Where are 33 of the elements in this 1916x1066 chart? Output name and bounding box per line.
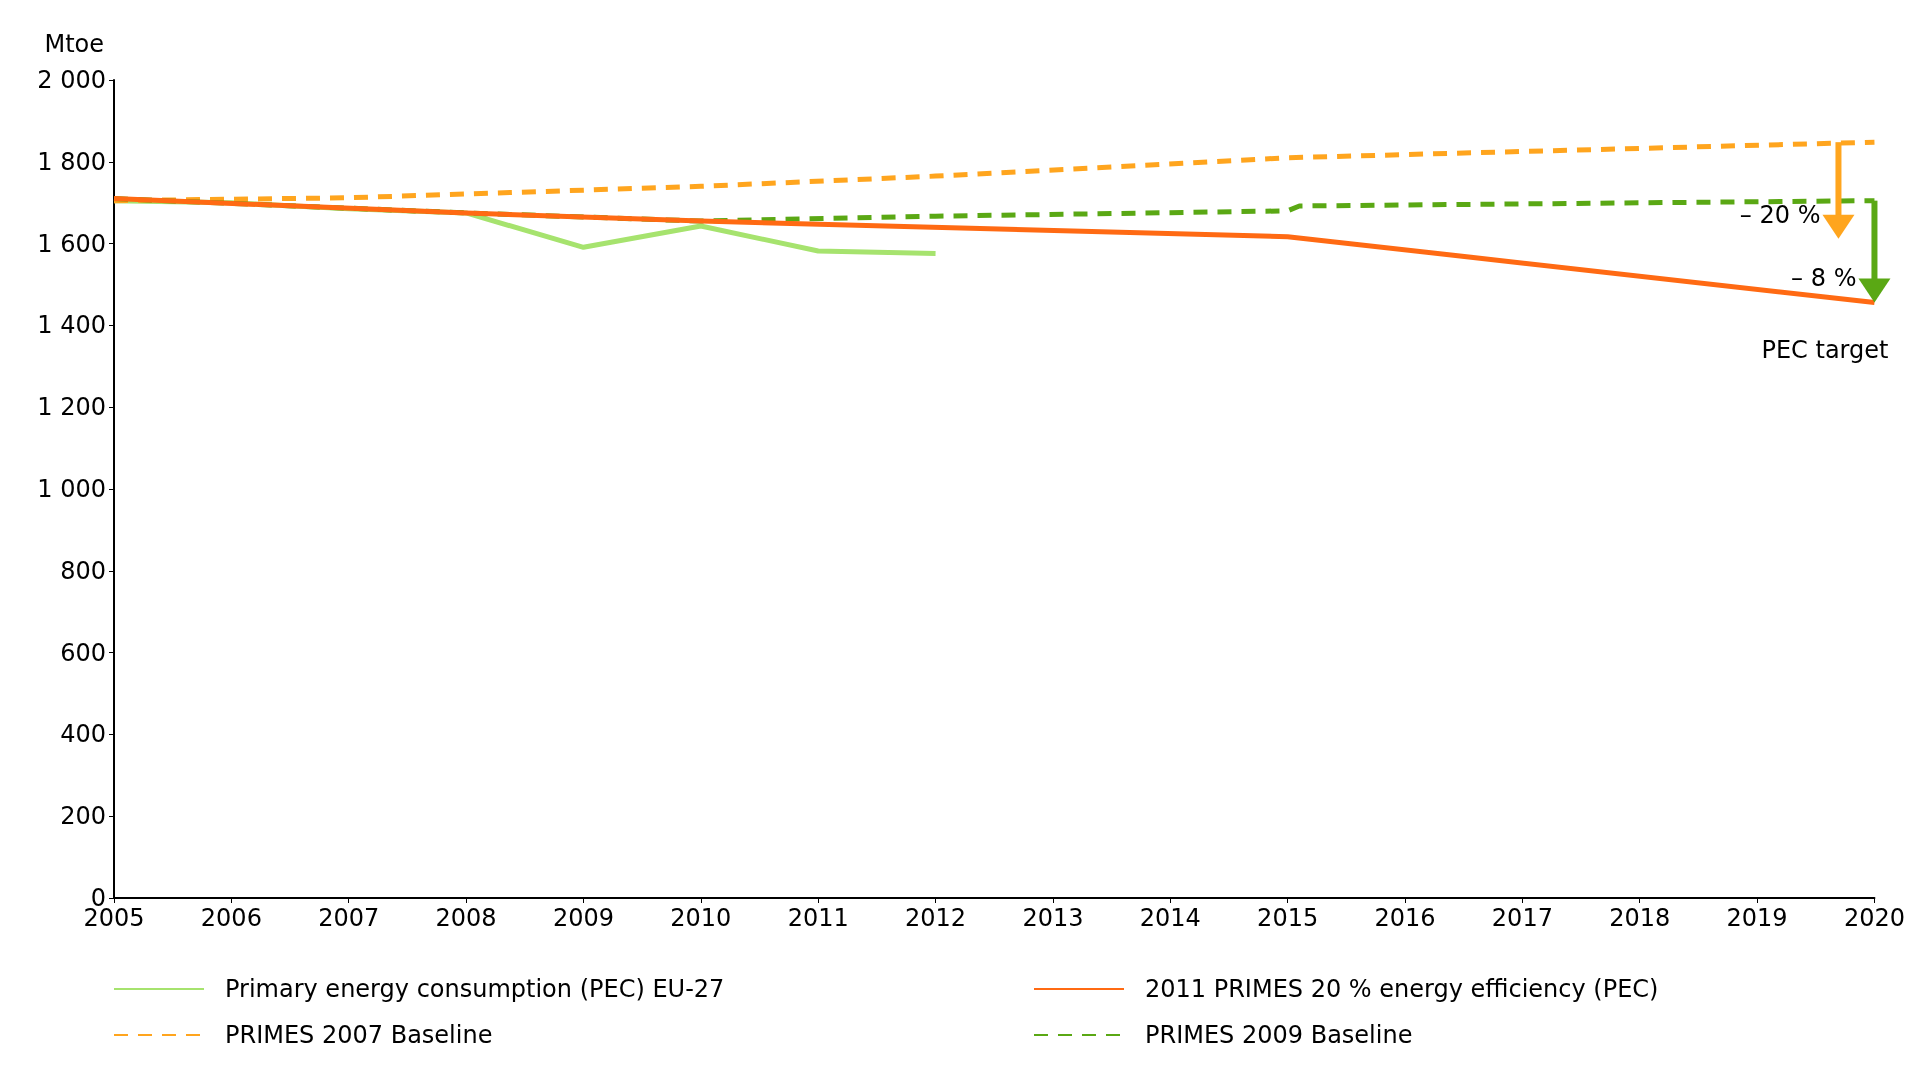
legend-label: 2011 PRIMES 20 % energy efficiency (PEC) — [1145, 975, 1659, 1003]
x-tick-label: 2012 — [905, 904, 967, 932]
y-tick-label: 1 800 — [37, 147, 106, 176]
y-tick-label: 600 — [60, 638, 106, 667]
y-tick-label: 1 200 — [37, 393, 106, 422]
x-tick-label: 2020 — [1843, 904, 1905, 932]
x-tick-label: 2009 — [552, 904, 614, 932]
legend-label: PRIMES 2007 Baseline — [225, 1021, 493, 1049]
y-tick-label: 1 000 — [37, 475, 106, 503]
y-axis-title: Mtoe — [44, 30, 104, 58]
annotation: – 20 % — [1739, 200, 1821, 229]
x-tick-label: 2013 — [1022, 904, 1084, 932]
x-tick-label: 2016 — [1374, 904, 1436, 932]
y-tick-label: 1 400 — [37, 311, 106, 340]
annotation: – 8 % — [1791, 264, 1857, 293]
y-tick-label: 2 000 — [37, 66, 106, 94]
annotation: PEC target — [1761, 336, 1889, 365]
x-tick-label: 2008 — [435, 904, 497, 932]
x-tick-label: 2007 — [318, 904, 380, 932]
x-tick-label: 2019 — [1726, 904, 1788, 932]
legend-label: PRIMES 2009 Baseline — [1145, 1021, 1413, 1049]
y-tick-label: 200 — [60, 802, 106, 831]
x-tick-label: 2010 — [670, 904, 732, 932]
x-tick-label: 2006 — [200, 904, 262, 932]
x-tick-label: 2011 — [787, 904, 849, 932]
x-tick-label: 2018 — [1609, 904, 1671, 932]
x-tick-label: 2017 — [1491, 904, 1553, 932]
x-tick-label: 2014 — [1139, 904, 1201, 932]
x-tick-label: 2015 — [1257, 904, 1319, 932]
y-tick-label: 800 — [60, 556, 106, 585]
legend-label: Primary energy consumption (PEC) EU-27 — [225, 975, 725, 1003]
y-tick-label: 400 — [60, 720, 106, 749]
y-tick-label: 1 600 — [37, 229, 106, 258]
